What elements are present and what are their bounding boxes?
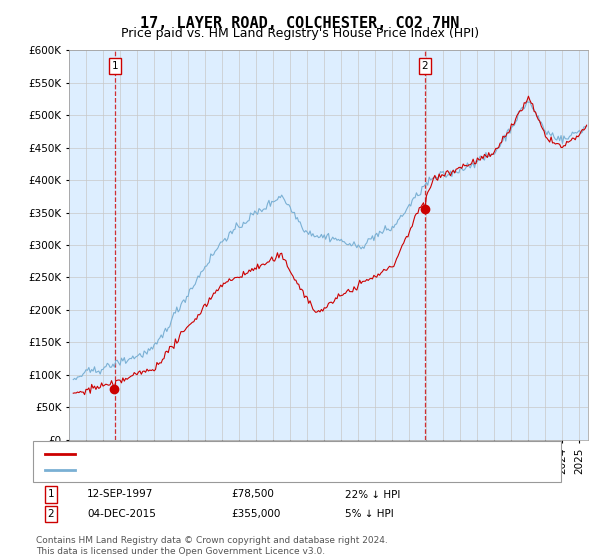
Text: HPI: Average price, detached house, Colchester: HPI: Average price, detached house, Colc… bbox=[81, 465, 347, 475]
Text: 2: 2 bbox=[422, 61, 428, 71]
Text: 22% ↓ HPI: 22% ↓ HPI bbox=[345, 489, 400, 500]
Text: 17, LAYER ROAD, COLCHESTER, CO2 7HN: 17, LAYER ROAD, COLCHESTER, CO2 7HN bbox=[140, 16, 460, 31]
Text: 1: 1 bbox=[112, 61, 118, 71]
Text: 1: 1 bbox=[47, 489, 55, 500]
Text: Price paid vs. HM Land Registry's House Price Index (HPI): Price paid vs. HM Land Registry's House … bbox=[121, 27, 479, 40]
Text: 2: 2 bbox=[47, 509, 55, 519]
Text: Contains HM Land Registry data © Crown copyright and database right 2024.
This d: Contains HM Land Registry data © Crown c… bbox=[36, 536, 388, 556]
Text: 17, LAYER ROAD, COLCHESTER, CO2 7HN (detached house): 17, LAYER ROAD, COLCHESTER, CO2 7HN (det… bbox=[81, 449, 414, 459]
Text: £355,000: £355,000 bbox=[231, 509, 280, 519]
Text: £78,500: £78,500 bbox=[231, 489, 274, 500]
Text: 5% ↓ HPI: 5% ↓ HPI bbox=[345, 509, 394, 519]
Text: 12-SEP-1997: 12-SEP-1997 bbox=[87, 489, 154, 500]
Text: 04-DEC-2015: 04-DEC-2015 bbox=[87, 509, 156, 519]
